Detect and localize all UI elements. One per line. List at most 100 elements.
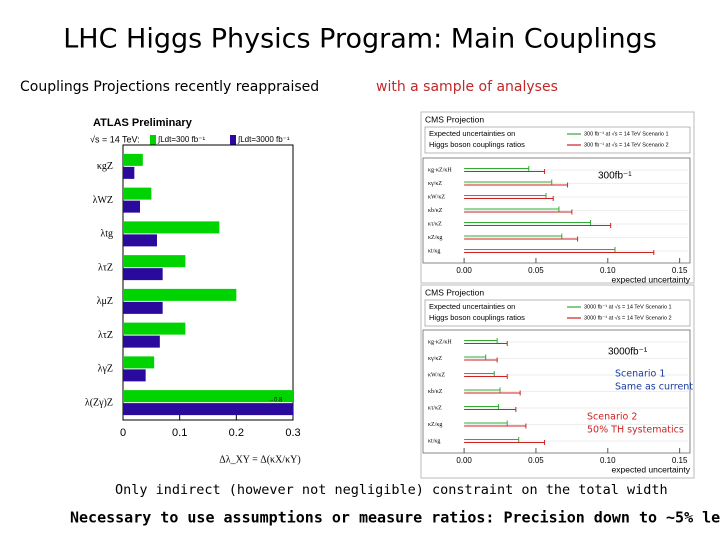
error-bar — [464, 250, 655, 255]
x-tick-label: 0.3 — [285, 427, 300, 439]
category-label: κτ/κZ — [428, 405, 442, 411]
x-tick-label: 0.15 — [672, 456, 688, 465]
annotation: 50% TH systematics — [587, 425, 684, 436]
bar — [123, 335, 160, 348]
legend-swatch — [230, 135, 236, 145]
legend-entry: ∫Ldt=300 fb⁻¹ — [157, 135, 205, 144]
legend-title: Expected uncertainties on — [429, 129, 515, 138]
error-bar — [464, 220, 592, 225]
x-axis-label: expected uncertainty — [612, 274, 691, 284]
category-label: κb/κZ — [428, 208, 443, 214]
slide-title: LHC Higgs Physics Program: Main Coupling… — [63, 24, 657, 55]
category-label: λγZ — [98, 364, 113, 375]
x-tick-label: 0.10 — [600, 266, 616, 275]
category-label: λμZ — [97, 296, 113, 307]
annotation: Scenario 1 — [615, 369, 665, 380]
bar — [123, 369, 146, 382]
lumi-label: 3000fb⁻¹ — [608, 347, 648, 358]
bar — [123, 301, 163, 314]
error-bar — [464, 354, 487, 360]
note: Only indirect (however not negligible) c… — [115, 482, 668, 498]
bar — [123, 234, 157, 247]
bar — [123, 221, 220, 234]
error-bar — [464, 196, 554, 201]
category-label: κg·κZ/κH — [428, 339, 452, 345]
legend-title: Higgs boson couplings ratios — [429, 313, 525, 322]
error-bar — [464, 209, 573, 215]
error-bar — [464, 374, 508, 379]
category-label: λτZ — [98, 262, 113, 273]
legend-label: √s = 14 TeV: — [90, 134, 140, 144]
category-label: λ(Zγ)Z — [85, 397, 113, 408]
axes-frame — [422, 157, 691, 264]
error-bar — [464, 338, 498, 343]
error-bar — [464, 341, 508, 346]
category-label: λWZ — [93, 195, 113, 206]
error-bar — [464, 247, 616, 252]
bar — [123, 268, 163, 281]
bar — [123, 187, 152, 200]
error-bar — [464, 169, 546, 174]
axes-frame — [422, 329, 691, 454]
x-tick-label: 0.1 — [172, 427, 187, 439]
legend-entry: 300 fb⁻¹ at √s = 14 TeV Scenario 2 — [584, 141, 669, 148]
category-label: λtg — [100, 229, 113, 240]
annotation: →0.8 — [268, 398, 283, 404]
error-bar — [464, 206, 560, 212]
bar — [123, 288, 237, 301]
chart-title: ATLAS Preliminary — [93, 117, 193, 129]
category-label: κgZ — [97, 161, 113, 172]
x-tick-label: 0.15 — [672, 266, 688, 275]
bar — [123, 403, 293, 416]
legend-entry: 3000 fb⁻¹ at √s = 14 TeV Scenario 2 — [584, 314, 672, 321]
error-bar — [464, 179, 553, 185]
annotation: Same as current — [615, 382, 693, 393]
error-bar — [464, 166, 530, 171]
x-tick-label: 0.00 — [456, 266, 472, 275]
lumi-label: 300fb⁻¹ — [598, 171, 632, 182]
bar — [123, 153, 143, 166]
x-tick-label: 0.05 — [528, 266, 544, 275]
subtitle-highlight: with a sample of analyses — [376, 79, 558, 95]
legend-frame — [424, 299, 691, 327]
category-label: κt/κg — [428, 248, 440, 254]
category-label: κg·κZ/κH — [428, 167, 452, 173]
x-tick-label: 0.10 — [600, 456, 616, 465]
annotation: Scenario 2 — [587, 412, 637, 423]
chart-title: CMS Projection — [425, 287, 484, 297]
legend-entry: ∫Ldt=3000 fb⁻¹ — [237, 135, 290, 144]
bar — [123, 166, 135, 179]
error-bar — [464, 404, 500, 409]
error-bar — [464, 390, 521, 396]
x-tick-label: 0.2 — [229, 427, 244, 439]
axes-frame — [122, 144, 294, 421]
category-label: κW/κZ — [428, 372, 445, 378]
legend-title: Higgs boson couplings ratios — [429, 140, 525, 149]
error-bar — [464, 236, 579, 242]
subtitle: Couplings Projections recently reapprais… — [20, 79, 319, 95]
category-label: κZ/κg — [428, 235, 442, 241]
error-bar — [464, 423, 527, 429]
error-bar — [464, 223, 612, 228]
error-bar — [464, 420, 508, 426]
bar — [123, 356, 155, 369]
error-bar — [464, 407, 517, 412]
category-label: κγ/κZ — [428, 356, 442, 362]
bar — [123, 322, 186, 335]
error-bar — [464, 371, 495, 376]
legend-frame — [424, 126, 691, 154]
x-axis-label: expected uncertainty — [612, 464, 691, 474]
x-axis-label: Δλ_XY = Δ(κX/κY) — [219, 454, 300, 465]
category-label: κγ/κZ — [428, 181, 442, 187]
category-label: κW/κZ — [428, 194, 445, 200]
error-bar — [464, 182, 569, 188]
error-bar — [464, 193, 547, 198]
x-tick-label: 0 — [120, 427, 126, 439]
legend-swatch — [150, 135, 156, 145]
error-bar — [464, 437, 520, 442]
category-label: λτZ — [98, 330, 113, 341]
x-tick-label: 0.00 — [456, 456, 472, 465]
bar — [123, 255, 186, 268]
legend-entry: 300 fb⁻¹ at √s = 14 TeV Scenario 1 — [584, 130, 669, 137]
